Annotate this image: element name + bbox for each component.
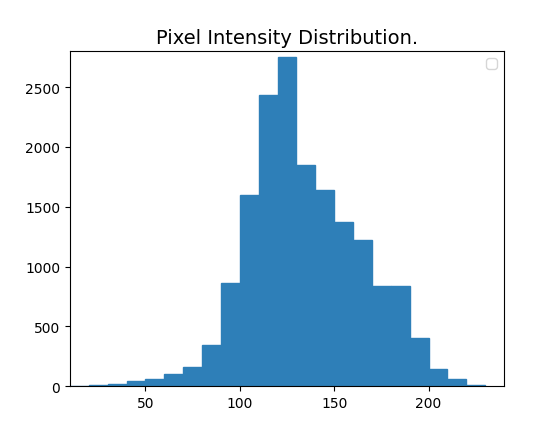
Bar	[372, 286, 391, 386]
Bar	[315, 191, 334, 386]
Bar	[146, 379, 164, 386]
Bar	[183, 367, 202, 386]
Bar	[334, 223, 353, 386]
Bar	[447, 379, 466, 386]
Bar	[410, 339, 428, 386]
Bar	[278, 58, 296, 386]
Bar	[391, 286, 410, 386]
Title: Pixel Intensity Distribution.: Pixel Intensity Distribution.	[156, 29, 418, 48]
Bar	[89, 385, 108, 386]
Bar	[202, 345, 221, 386]
Bar	[127, 381, 146, 386]
Bar	[108, 384, 127, 386]
Bar	[164, 374, 183, 386]
Bar	[466, 385, 485, 386]
Bar	[428, 370, 447, 386]
Bar	[296, 165, 315, 386]
Legend: 	[486, 59, 497, 70]
Bar	[221, 284, 240, 386]
Bar	[259, 96, 278, 386]
Bar	[240, 195, 259, 386]
Bar	[353, 240, 372, 386]
